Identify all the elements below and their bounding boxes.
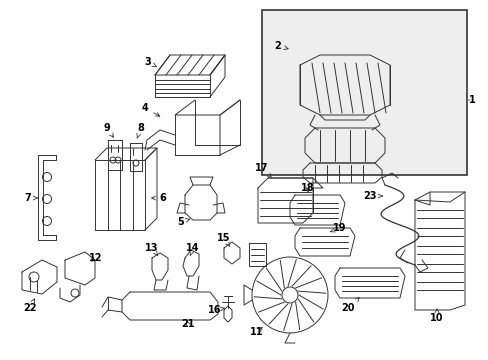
Text: 7: 7: [24, 193, 37, 203]
Text: 6: 6: [151, 193, 166, 203]
Text: 13: 13: [145, 243, 159, 256]
Text: 21: 21: [181, 319, 194, 329]
Text: 8: 8: [137, 123, 144, 138]
Text: 14: 14: [186, 243, 199, 256]
Text: 5: 5: [177, 217, 189, 227]
Text: 12: 12: [89, 253, 102, 263]
Text: 11: 11: [250, 327, 263, 337]
Text: 22: 22: [23, 299, 37, 313]
Text: 19: 19: [330, 223, 346, 233]
Text: 20: 20: [341, 298, 359, 313]
Text: 10: 10: [429, 309, 443, 323]
Text: 16: 16: [208, 305, 224, 315]
Text: 3: 3: [144, 57, 156, 67]
Text: 1: 1: [468, 95, 474, 105]
Bar: [95, 160, 145, 230]
Text: 15: 15: [217, 233, 230, 246]
Bar: [262, 10, 466, 175]
Text: 18: 18: [301, 183, 314, 193]
Text: 4: 4: [142, 103, 160, 116]
Text: 23: 23: [363, 191, 382, 201]
Text: 9: 9: [103, 123, 113, 137]
Text: 2: 2: [274, 41, 287, 51]
Text: 17: 17: [255, 163, 271, 178]
